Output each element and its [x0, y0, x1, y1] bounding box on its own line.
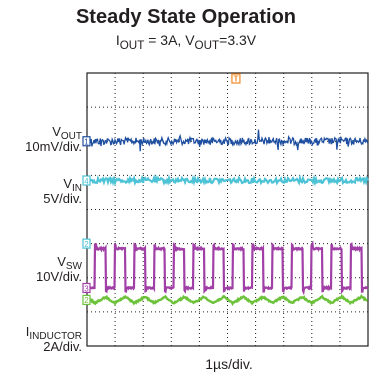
channel-marker-2: [82, 294, 91, 306]
vout-subscript: OUT: [194, 38, 220, 52]
chart-subtitle: IOUT = 3A, VOUT=3.3V: [0, 32, 372, 52]
label-vin: VIN 5V/div.: [43, 176, 82, 206]
channel-marker-label-4: 4: [84, 177, 89, 186]
label-vsw: VSW 10V/div.: [36, 254, 82, 284]
label-iinductor: IINDUCTOR 2A/div.: [26, 324, 82, 354]
iinductor-label-subscript: INDUCTOR: [29, 331, 82, 342]
vout-scale: 10mV/div.: [25, 139, 82, 154]
trace-vin: [86, 174, 369, 187]
channel-marker-3: [82, 282, 91, 294]
channel-marker-4: [82, 175, 91, 186]
vout-label-subscript: OUT: [60, 131, 82, 142]
trace-iinductor: [86, 293, 368, 307]
channel-marker-label-2: 2: [84, 296, 89, 305]
chart-title: Steady State Operation: [75, 6, 297, 28]
iout-value: = 3A,: [144, 32, 186, 48]
channel-marker-1: [82, 136, 91, 147]
trace-vout: [86, 129, 369, 152]
iinductor-scale: 2A/div.: [43, 339, 82, 354]
trigger-marker-label: T: [233, 75, 238, 84]
level-marker-2: [82, 238, 91, 249]
x-axis-label: 1µs/div.: [205, 356, 253, 372]
channel-marker-label-1: 1: [84, 138, 89, 147]
vout-label-symbol: V: [52, 124, 61, 139]
vout-symbol: V: [185, 32, 195, 48]
level-marker-label-2: 2: [84, 240, 89, 249]
channel-marker-label-3: 3: [84, 284, 89, 293]
trigger-marker: [231, 73, 241, 84]
vin-label-subscript: IN: [72, 183, 82, 194]
vin-label-symbol: V: [63, 176, 72, 191]
vout-value: =3.3V: [219, 32, 257, 48]
iout-subscript: OUT: [119, 38, 145, 52]
trace-vsw: [85, 240, 369, 296]
vsw-scale: 10V/div.: [35, 269, 82, 284]
label-vout: VOUT 10mV/div.: [25, 124, 82, 154]
vin-scale: 5V/div.: [43, 191, 82, 206]
iinductor-label-symbol: I: [25, 324, 30, 339]
vsw-label-symbol: V: [57, 254, 66, 269]
vsw-label-subscript: SW: [65, 261, 82, 272]
iout-symbol: I: [115, 32, 120, 48]
